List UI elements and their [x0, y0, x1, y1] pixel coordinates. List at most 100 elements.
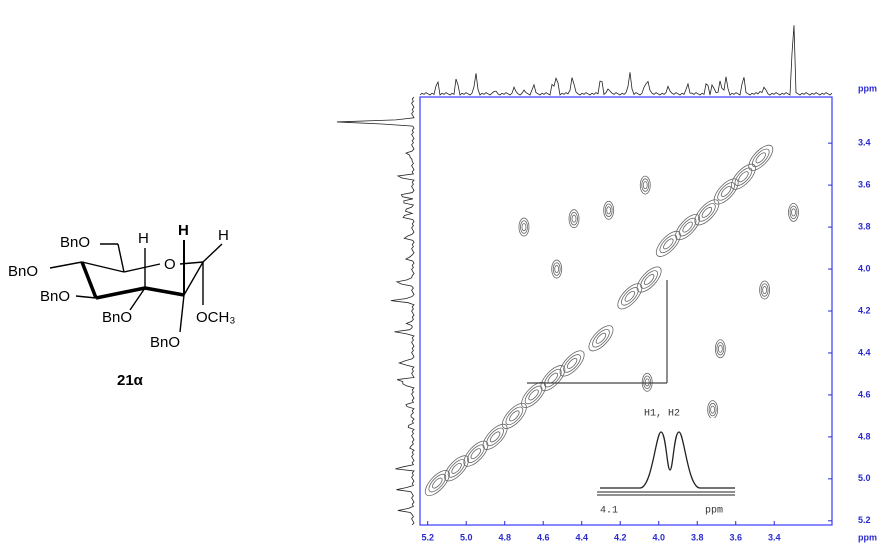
contour [717, 342, 724, 355]
cross-peak [519, 218, 529, 236]
y-tick-label: 5.2 [858, 515, 871, 525]
x-tick-label: 4.0 [652, 532, 665, 542]
contour [790, 206, 797, 219]
y-tick-label: 3.8 [858, 221, 871, 231]
inset-axis-label: ppm [705, 506, 723, 517]
y-tick-label: 4.8 [858, 431, 871, 441]
contour [727, 160, 759, 193]
label: BnO [40, 288, 70, 305]
contour [605, 204, 612, 217]
label: H [138, 230, 149, 247]
contour [614, 280, 646, 313]
contour [498, 399, 530, 432]
label: BnO [150, 334, 180, 351]
label: BnO [60, 234, 90, 251]
contour [607, 207, 611, 214]
contour [737, 170, 750, 183]
label: BnO [8, 263, 38, 280]
contour [555, 265, 559, 272]
contour [638, 268, 660, 291]
cross-peak [710, 175, 742, 208]
contour [426, 472, 448, 495]
contour [763, 286, 767, 293]
contour [696, 201, 718, 224]
cross-peak [708, 401, 718, 419]
contour [508, 409, 521, 422]
contour [643, 182, 647, 189]
contour [503, 404, 525, 427]
contour [681, 220, 694, 233]
y-tick-label: 4.4 [858, 347, 871, 357]
contour [619, 285, 641, 308]
label: OCH₃ [196, 309, 235, 326]
y-tick-label: 4.0 [858, 263, 871, 273]
cross-peak [715, 340, 725, 358]
y-tick-label: 3.6 [858, 179, 871, 189]
label: H [218, 227, 229, 244]
cross-peak [760, 281, 770, 299]
cross-peak [652, 227, 684, 260]
contour [421, 467, 453, 500]
contour [566, 357, 579, 370]
contour [542, 367, 564, 390]
figure: BnO BnO BnO BnO BnO H H H O OCH₃ 21α H1,… [0, 0, 885, 545]
contour [489, 430, 502, 443]
compound-label: 21α [117, 372, 144, 389]
contour [750, 146, 772, 169]
contour [711, 406, 715, 413]
contour [642, 179, 649, 192]
y-tick-label: 5.0 [858, 473, 871, 483]
cross-peak [604, 201, 614, 219]
x-axis-label: ppm [858, 532, 877, 542]
contour [700, 206, 713, 219]
contour [623, 290, 636, 303]
y-axis-label: ppm [858, 83, 877, 93]
label: BnO [102, 309, 132, 326]
contour [791, 209, 795, 216]
cross-peak [642, 373, 652, 391]
inset-tick-label: 4.1 [600, 506, 618, 517]
contour [643, 273, 656, 286]
x-tick-label: 3.4 [768, 532, 781, 542]
cross-peak [569, 210, 579, 228]
cross-peak [498, 399, 530, 432]
label: O [164, 256, 176, 273]
contour [676, 216, 698, 239]
contour [652, 227, 684, 260]
contour [715, 180, 737, 203]
cross-peak [788, 203, 798, 221]
contour [553, 263, 560, 276]
contour [585, 322, 617, 355]
contour [450, 462, 463, 475]
y-tick-label: 3.4 [858, 138, 871, 148]
contour [710, 175, 742, 208]
x-tick-label: 3.6 [729, 532, 742, 542]
contour [561, 352, 583, 375]
cross-peak [745, 141, 777, 174]
contour [595, 332, 608, 345]
label: H [178, 222, 189, 239]
cross-peak [614, 280, 646, 313]
contour [527, 388, 540, 401]
contour [590, 327, 612, 350]
contour [572, 215, 576, 222]
contour [745, 141, 777, 174]
contour [522, 383, 544, 406]
contour [657, 232, 679, 255]
projection-top [420, 25, 832, 95]
x-tick-label: 4.4 [575, 532, 588, 542]
contour [720, 185, 733, 198]
contour [709, 403, 716, 416]
contour [571, 212, 578, 225]
inset-title: H1, H2 [644, 409, 680, 420]
contour [645, 379, 649, 386]
x-tick-label: 5.2 [421, 532, 434, 542]
y-tick-label: 4.6 [858, 389, 871, 399]
contour [761, 284, 768, 297]
x-tick-label: 4.2 [614, 532, 627, 542]
cross-peak [421, 467, 453, 500]
x-tick-label: 4.8 [498, 532, 511, 542]
x-tick-label: 5.0 [460, 532, 473, 542]
contour [431, 476, 444, 489]
x-tick-label: 3.8 [691, 532, 704, 542]
